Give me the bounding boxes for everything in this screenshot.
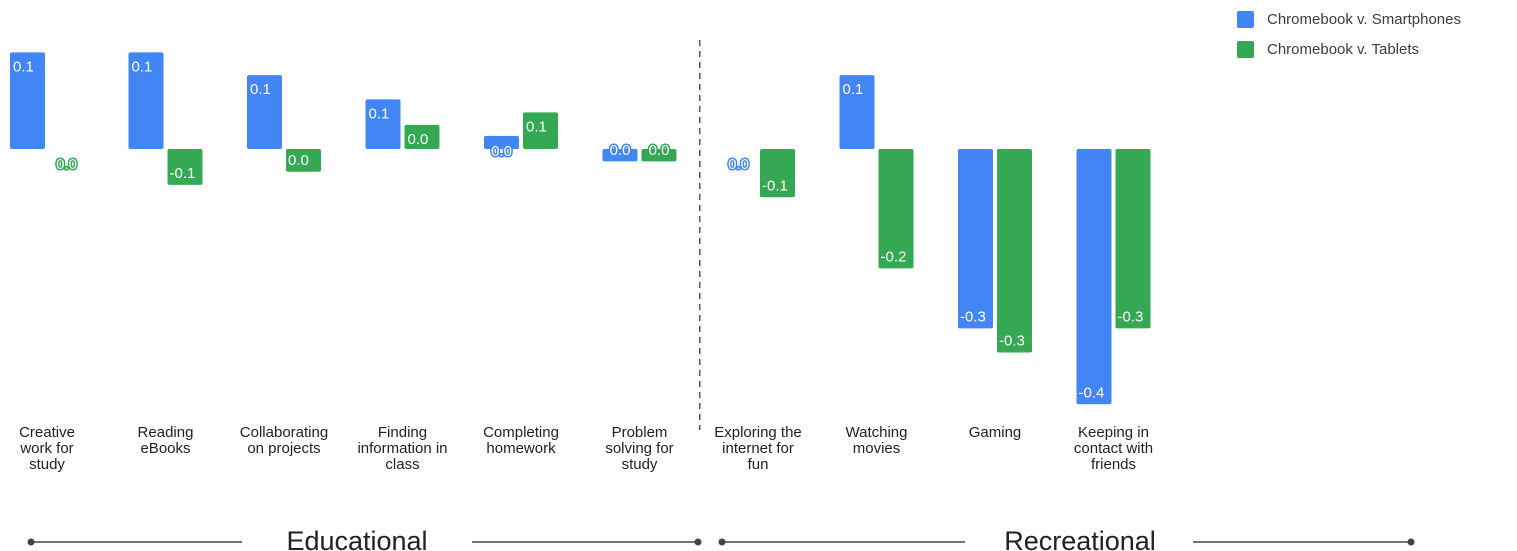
category-label-line: Watching (846, 424, 908, 441)
category-label-line: Keeping in (1078, 424, 1149, 441)
bar-value-label: 0.1 (526, 118, 547, 135)
bar-value-label: -0.2 (881, 248, 907, 265)
category-label-line: friends (1091, 456, 1136, 473)
category-label-line: class (385, 456, 419, 473)
bar-tablets-9 (1115, 149, 1151, 329)
category-label-line: information in (357, 440, 447, 457)
bar-smartphones-9 (1076, 149, 1112, 405)
category-label-line: Finding (378, 424, 427, 441)
category-label-line: eBooks (140, 440, 190, 457)
legend-label-tablets: Chromebook v. Tablets (1267, 40, 1420, 58)
category-label-line: Creative (19, 424, 75, 441)
bar-tablets-6 (760, 149, 795, 198)
bar-value-label: -0.3 (1118, 308, 1144, 325)
bar-value-label: 0.1 (250, 81, 271, 98)
group-label: Educational (286, 526, 427, 551)
bar-smartphones-0 (10, 52, 45, 149)
bar-smartphones-7 (839, 75, 875, 149)
bar-value-label: 0.0 (408, 131, 429, 148)
bar-value-label: -0.3 (999, 333, 1025, 350)
category-label-line: fun (748, 456, 769, 473)
legend-swatch-smartphones (1237, 10, 1254, 28)
category-label: Finding information in class (357, 424, 447, 473)
category-label-line: Collaborating (240, 424, 328, 441)
legend-item-tablets: Chromebook v. Tablets (1237, 34, 1461, 64)
bar-value-label: -0.1 (170, 165, 196, 182)
category-label-line: homework (486, 440, 556, 457)
category-label: Watching movies (846, 424, 908, 457)
category-label-line: Problem (612, 424, 668, 441)
category-label-line: solving for (605, 440, 673, 457)
bar-tablets-3 (404, 124, 440, 149)
group-end-dot (1407, 538, 1415, 546)
category-label: Problem solving for study (605, 424, 673, 473)
bar-tablets-8 (997, 149, 1032, 353)
bar-tablets-7 (878, 149, 914, 269)
bar-value-label: 0.0 (288, 152, 309, 169)
bar-value-label: 0.0 (610, 142, 631, 159)
category-label-line: Reading (138, 424, 194, 441)
legend: Chromebook v. Smartphones Chromebook v. … (1237, 4, 1461, 64)
bar-value-label: 0.0 (649, 142, 670, 159)
bar-smartphones-4 (484, 135, 519, 149)
bar-smartphones-3 (365, 99, 401, 149)
category-label-line: Gaming (969, 424, 1022, 441)
category-label-line: study (29, 456, 65, 473)
bar-tablets-5 (641, 149, 677, 162)
bar-value-label: 0.1 (843, 81, 864, 98)
bar-tablets-1 (167, 149, 203, 185)
bar-smartphones-1 (128, 52, 164, 149)
category-label-line: study (622, 456, 658, 473)
category-label-line: contact with (1074, 440, 1153, 457)
legend-label-smartphones: Chromebook v. Smartphones (1267, 10, 1461, 28)
bar-value-label: 0.1 (369, 105, 390, 122)
legend-item-smartphones: Chromebook v. Smartphones (1237, 4, 1461, 34)
category-label-line: on projects (247, 440, 320, 457)
group-end-dot (27, 538, 35, 546)
category-label: Completing homework (483, 424, 559, 457)
category-label: Collaborating on projects (240, 424, 328, 457)
category-label-line: Completing (483, 424, 559, 441)
bar-value-label: 0.0 (728, 156, 749, 173)
category-label-line: Exploring the (714, 424, 802, 441)
legend-swatch-tablets (1237, 40, 1254, 58)
category-label-line: work for (19, 440, 73, 457)
category-label: Gaming (969, 424, 1022, 441)
category-label-line: movies (853, 440, 901, 457)
category-label: Reading eBooks (138, 424, 194, 457)
bar-smartphones-8 (958, 149, 993, 329)
category-label-line: internet for (722, 440, 794, 457)
bar-value-label: 0.1 (132, 58, 153, 75)
bar-value-label: 0.0 (491, 143, 512, 160)
bar-smartphones-2 (247, 75, 282, 149)
group-end-dot (718, 538, 726, 546)
category-label: Creative work for study (19, 424, 75, 473)
bar-smartphones-5 (602, 149, 638, 162)
group-label: Recreational (1004, 526, 1156, 551)
bar-value-label: -0.4 (1079, 384, 1105, 401)
category-label: Exploring the internet for fun (714, 424, 802, 473)
group-end-dot (694, 538, 702, 546)
bar-tablets-2 (286, 149, 321, 172)
bar-value-label: 0.1 (13, 58, 34, 75)
category-label: Keeping in contact with friends (1074, 424, 1153, 473)
bar-value-label: 0.0 (56, 156, 77, 173)
bar-value-label: -0.3 (960, 308, 986, 325)
bar-tablets-4 (523, 112, 558, 149)
bar-value-label: -0.1 (762, 177, 788, 194)
